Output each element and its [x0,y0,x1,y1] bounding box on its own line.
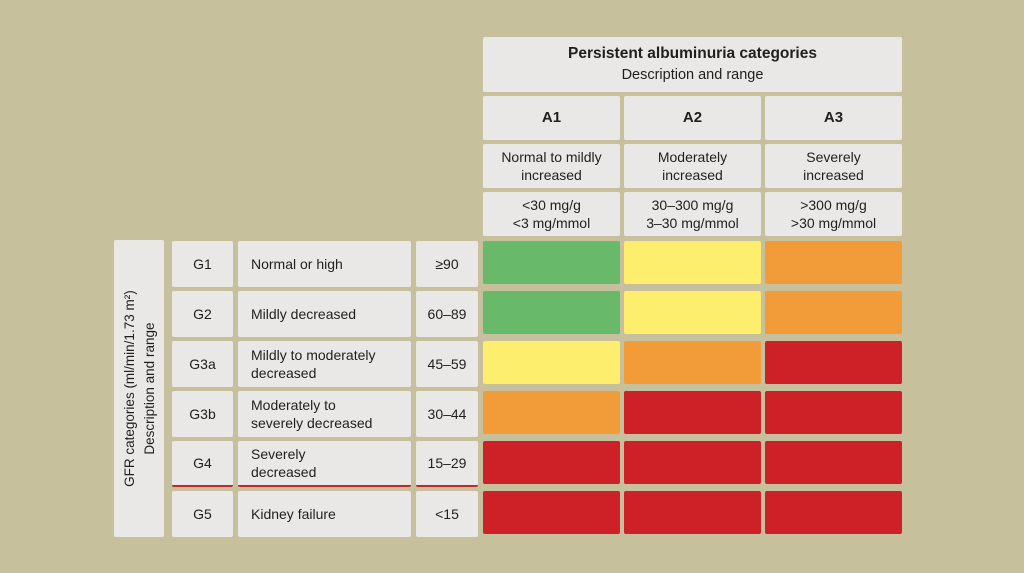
risk-cell-g5-a1 [483,491,620,534]
risk-cell-g4-a2 [624,441,761,484]
risk-cell-g5-a2 [624,491,761,534]
g1-code-cell: G1 [172,241,233,287]
g2-code-cell: G2 [172,291,233,337]
a2-code-cell: A2 [624,96,761,140]
risk-cell-g3a-a1 [483,341,620,384]
risk-cell-g4-a1 [483,441,620,484]
risk-cell-g1-a1 [483,241,620,284]
g3a-code-cell: G3a [172,341,233,387]
a3-description-cell: Severely increased [765,144,902,188]
g5-code-cell: G5 [172,491,233,537]
g4-range-cell: 15–29 [416,441,478,487]
g4-code-cell: G4 [172,441,233,487]
g2-range-cell: 60–89 [416,291,478,337]
g1-description-cell: Normal or high [238,241,411,287]
risk-cell-g3a-a2 [624,341,761,384]
albuminuria-header: Persistent albuminuria categories Descri… [483,37,902,92]
a1-description-cell: Normal to mildly increased [483,144,620,188]
g3b-range-cell: 30–44 [416,391,478,437]
a3-range-cell: >300 mg/g >30 mg/mmol [765,192,902,236]
g3b-code-cell: G3b [172,391,233,437]
risk-cell-g5-a3 [765,491,902,534]
risk-cell-g1-a3 [765,241,902,284]
risk-cell-g3a-a3 [765,341,902,384]
g5-range-cell: <15 [416,491,478,537]
a2-description-cell: Moderately increased [624,144,761,188]
gfr-axis-label: GFR categories (ml/min/1.73 m²) Descript… [121,290,156,487]
risk-cell-g2-a3 [765,291,902,334]
albuminuria-title: Persistent albuminuria categories [568,45,817,62]
a1-range-cell: <30 mg/g <3 mg/mmol [483,192,620,236]
risk-cell-g2-a1 [483,291,620,334]
g3a-range-cell: 45–59 [416,341,478,387]
g2-description-cell: Mildly decreased [238,291,411,337]
risk-cell-g4-a3 [765,441,902,484]
albuminuria-subtitle: Description and range [621,67,764,84]
g5-description-cell: Kidney failure [238,491,411,537]
a3-code-cell: A3 [765,96,902,140]
risk-cell-g2-a2 [624,291,761,334]
g4-description-cell: Severely decreased [238,441,411,487]
g3b-description-cell: Moderately to severely decreased [238,391,411,437]
risk-cell-g3b-a3 [765,391,902,434]
g3a-description-cell: Mildly to moderately decreased [238,341,411,387]
risk-cell-g3b-a2 [624,391,761,434]
risk-cell-g3b-a1 [483,391,620,434]
a2-range-cell: 30–300 mg/g 3–30 mg/mmol [624,192,761,236]
g1-range-cell: ≥90 [416,241,478,287]
risk-cell-g1-a2 [624,241,761,284]
a1-code-cell: A1 [483,96,620,140]
gfr-axis-label-cell: GFR categories (ml/min/1.73 m²) Descript… [114,240,164,537]
